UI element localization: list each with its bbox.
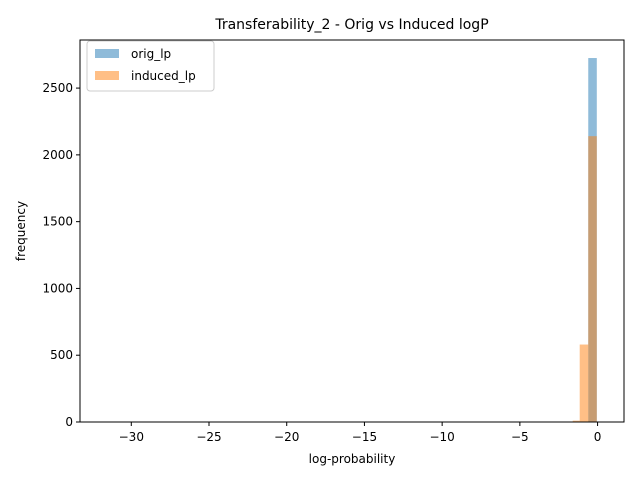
x-axis-ticks: −30 −25 −20 −15 −10 −5 0 [119,422,602,444]
y-tick-label: 0 [65,415,73,429]
y-tick-label: 500 [50,348,73,362]
legend-label-induced-lp: induced_lp [131,69,196,83]
bars-group [572,58,597,423]
legend-swatch-induced-lp [95,71,119,80]
plot-frame [79,39,625,423]
y-tick-label: 2000 [42,148,73,162]
chart-title: Transferability_2 - Orig vs Induced logP [214,17,488,33]
legend-label-orig-lp: orig_lp [131,47,171,61]
x-tick-label: −15 [352,430,377,444]
histogram-bar-induced_lp-2 [588,136,597,422]
y-axis-label: frequency [14,201,28,261]
x-tick-label: 0 [594,430,602,444]
y-tick-label: 1000 [42,281,73,295]
x-tick-label: −10 [429,430,454,444]
x-tick-label: −25 [196,430,221,444]
x-axis-label: log-probability [309,452,396,466]
y-tick-label: 2500 [42,81,73,95]
x-tick-label: −5 [511,430,529,444]
plot-area-background [80,40,624,422]
histogram-bar-induced_lp-1 [579,344,589,422]
x-tick-label: −20 [274,430,299,444]
x-tick-label: −30 [119,430,144,444]
legend-swatch-orig-lp [95,49,119,58]
y-axis-ticks: 0 500 1000 1500 2000 2500 [42,81,80,429]
histogram-bar-induced_lp-0 [572,420,580,422]
legend: orig_lp induced_lp [86,40,215,92]
y-tick-label: 1500 [42,215,73,229]
